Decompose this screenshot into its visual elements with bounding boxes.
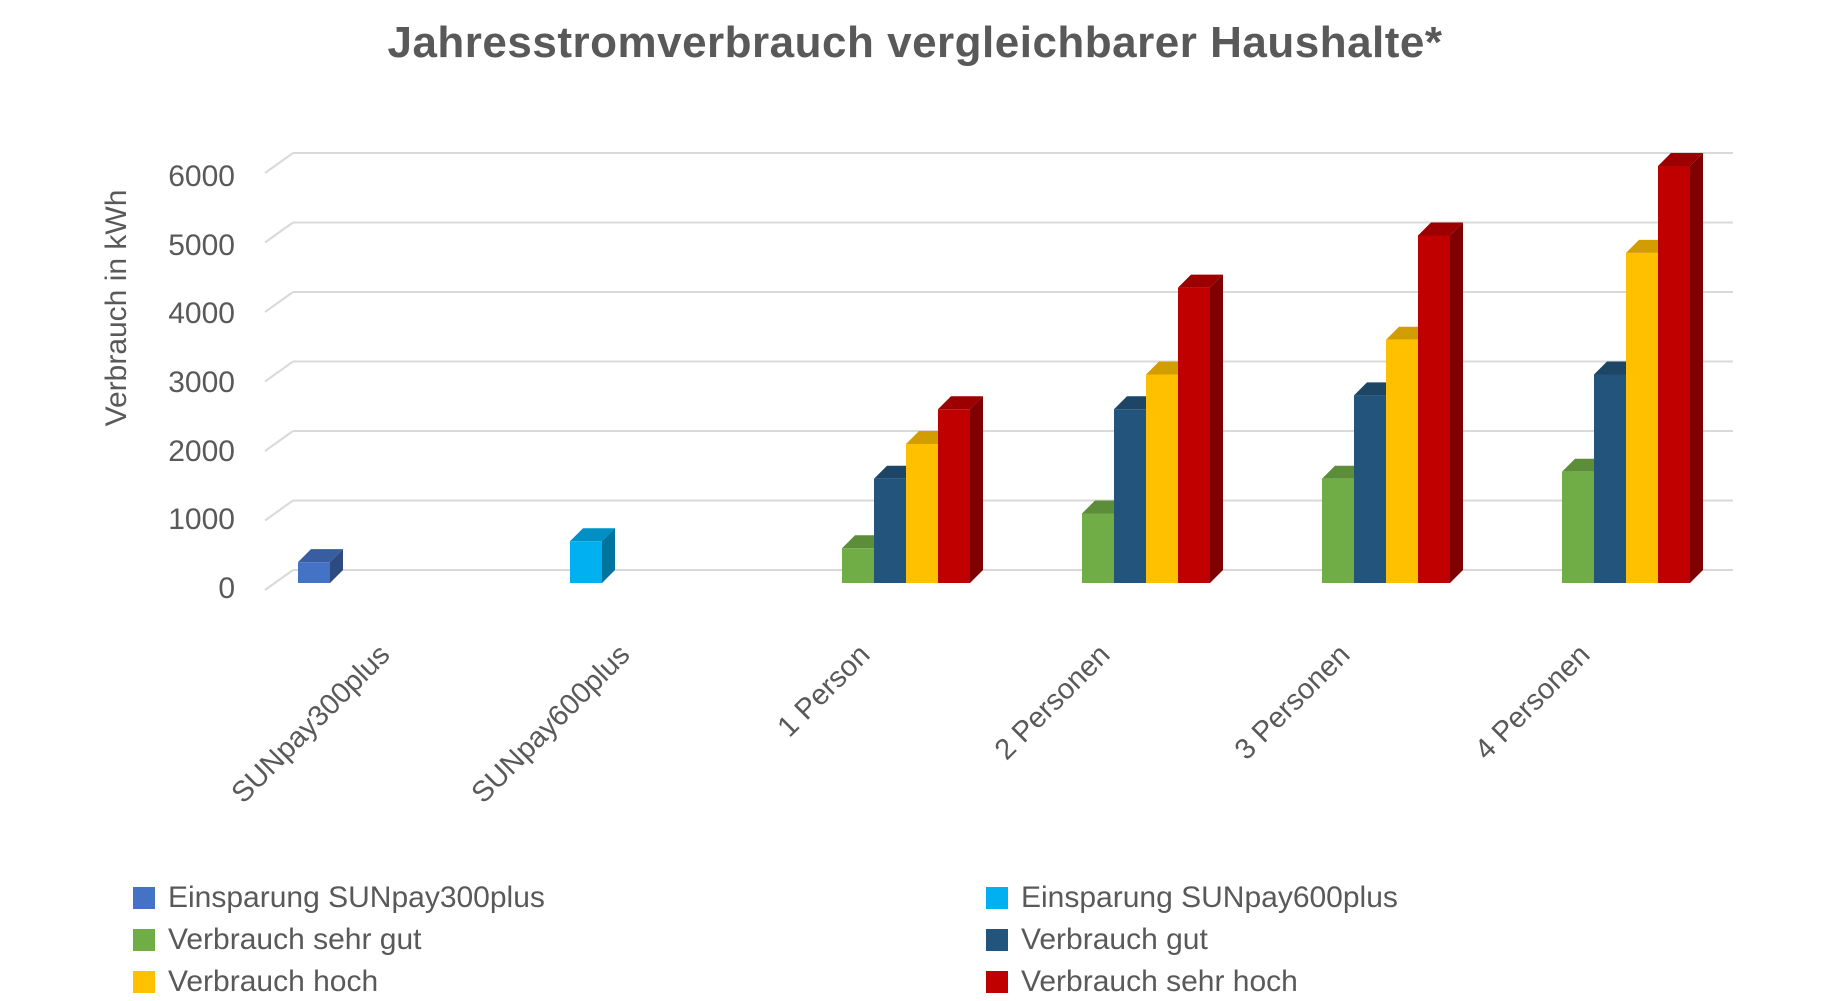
y-axis-tick-label: 0 (218, 572, 235, 605)
legend-swatch-icon (133, 971, 155, 993)
bar-5-3 (1178, 287, 1210, 583)
gridline-lead-in (264, 221, 294, 244)
bar-top-5-2 (938, 396, 983, 410)
legend-swatch-icon (986, 929, 1008, 951)
bar-side-5-2 (970, 396, 983, 583)
bar-5-4 (1418, 235, 1450, 583)
legend-item: Verbrauch sehr gut (133, 923, 422, 957)
gridline-lead-in (264, 569, 294, 591)
bar-3-5 (1594, 374, 1626, 583)
bar-side-5-4 (1450, 222, 1463, 583)
bar-top-5-5 (1658, 153, 1703, 166)
bar-side-1-1 (602, 528, 615, 583)
y-axis-tick-label: 3000 (168, 366, 235, 399)
bar-3-2 (874, 478, 906, 583)
y-axis-tick-label: 6000 (168, 160, 235, 193)
bar-side-5-3 (1210, 274, 1223, 583)
bar-2-2 (842, 548, 874, 583)
legend-label: Einsparung SUNpay600plus (1021, 881, 1398, 914)
y-axis-tick-label: 4000 (168, 297, 235, 330)
bar-3-3 (1114, 409, 1146, 583)
bar-4-5 (1626, 252, 1658, 583)
gridline-lead-in (264, 152, 294, 174)
legend-label: Verbrauch gut (1021, 923, 1208, 956)
bar-1-1 (570, 541, 602, 583)
bar-5-2 (938, 409, 970, 583)
chart-title: Jahresstromverbrauch vergleichbarer Haus… (387, 18, 1443, 67)
bar-4-3 (1146, 374, 1178, 583)
legend-label: Verbrauch hoch (168, 965, 379, 998)
bar-2-5 (1562, 471, 1594, 583)
gridline-lead-in (264, 499, 294, 522)
legend-item: Verbrauch gut (986, 923, 1208, 957)
gridline-lead-in (264, 430, 294, 452)
gridline-lead-in (264, 291, 294, 313)
legend-swatch-icon (986, 971, 1008, 993)
bar-2-3 (1082, 513, 1114, 583)
y-axis-tick-label: 2000 (168, 435, 235, 468)
gridline-lead-in (264, 360, 294, 383)
bar-top-0-0 (298, 549, 343, 563)
bar-5-5 (1658, 166, 1690, 583)
legend-swatch-icon (133, 929, 155, 951)
legend-item: Verbrauch hoch (133, 965, 378, 999)
bar-4-2 (906, 444, 938, 583)
y-axis-tick-label: 1000 (168, 503, 235, 536)
legend-swatch-icon (986, 887, 1008, 909)
bar-4-4 (1386, 339, 1418, 583)
y-axis-tick-label: 5000 (168, 229, 235, 262)
bar-2-4 (1322, 478, 1354, 583)
legend-item: Verbrauch sehr hoch (986, 965, 1298, 999)
bar-0-0 (298, 562, 330, 583)
bar-3-4 (1354, 395, 1386, 583)
legend-item: Einsparung SUNpay600plus (986, 881, 1398, 915)
legend-label: Verbrauch sehr gut (168, 923, 422, 956)
bar-top-1-1 (570, 528, 615, 542)
legend-label: Verbrauch sehr hoch (1021, 965, 1298, 998)
legend-swatch-icon (133, 887, 155, 909)
legend-item: Einsparung SUNpay300plus (133, 881, 545, 915)
bar-side-5-5 (1690, 153, 1703, 583)
bar-side-0-0 (330, 549, 343, 583)
legend-label: Einsparung SUNpay300plus (168, 881, 545, 914)
bar-top-5-3 (1178, 274, 1223, 288)
bar-top-5-4 (1418, 222, 1463, 236)
